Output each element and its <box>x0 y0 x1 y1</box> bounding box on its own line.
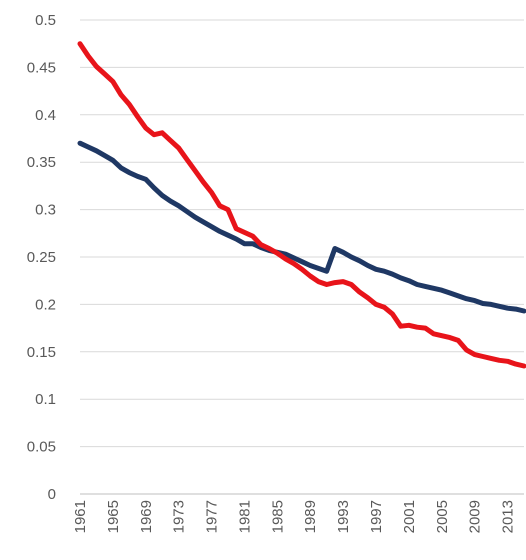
y-axis-tick-labels: 0 0.05 0.1 0.15 0.2 0.25 0.3 0.35 0.4 0.45 0.5 <box>27 12 56 503</box>
x-axis-tick-labels: 1961 1965 1969 1973 1977 1981 1985 1989 1993 1997… <box>72 500 517 533</box>
x-tick-label: 1977 <box>204 500 221 533</box>
series-line-2 <box>77 41 526 369</box>
y-tick-label: 0.1 <box>35 391 56 408</box>
series-line-1 <box>77 140 526 314</box>
x-tick-label: 1997 <box>368 500 385 533</box>
x-tick-label: 1973 <box>171 500 188 533</box>
x-tick-label: 1985 <box>269 500 286 533</box>
y-tick-label: 0.35 <box>27 154 56 171</box>
x-tick-label: 1989 <box>302 500 319 533</box>
x-tick-label: 1961 <box>72 500 89 533</box>
y-tick-label: 0.05 <box>27 439 56 456</box>
x-tick-label: 2013 <box>500 500 517 533</box>
series-lines <box>77 41 526 369</box>
x-tick-label: 1969 <box>138 500 155 533</box>
y-tick-label: 0.5 <box>35 12 56 29</box>
x-tick-label: 1981 <box>236 500 253 533</box>
x-tick-label: 2005 <box>434 500 451 533</box>
x-tick-label: 1993 <box>335 500 352 533</box>
x-tick-label: 1965 <box>105 500 122 533</box>
y-tick-label: 0.3 <box>35 202 56 219</box>
y-tick-label: 0.15 <box>27 344 56 361</box>
y-tick-label: 0.2 <box>35 296 56 313</box>
y-tick-label: 0.25 <box>27 249 56 266</box>
y-tick-label: 0.45 <box>27 59 56 76</box>
x-tick-label: 2009 <box>467 500 484 533</box>
gridlines <box>80 19 524 495</box>
y-tick-label: 0 <box>48 486 56 503</box>
x-tick-label: 2001 <box>401 500 418 533</box>
y-tick-label: 0.4 <box>35 107 56 124</box>
